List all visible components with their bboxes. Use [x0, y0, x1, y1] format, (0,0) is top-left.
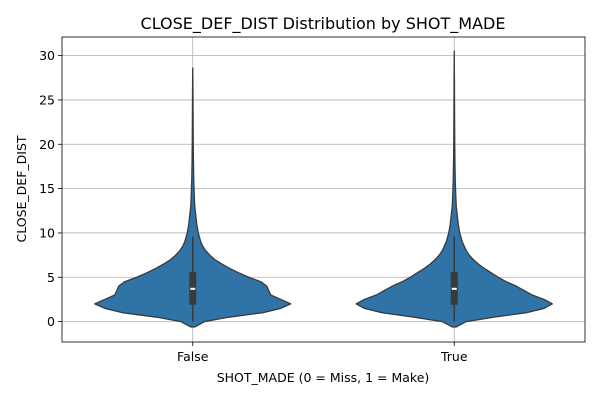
x-tick-label: False [177, 349, 209, 364]
y-tick-label: 20 [39, 137, 55, 152]
y-tick-label: 10 [39, 225, 55, 240]
violin-true [355, 50, 553, 328]
plot-frame [61, 36, 586, 343]
chart-title: CLOSE_DEF_DIST Distribution by SHOT_MADE [141, 14, 506, 34]
y-axis-label: CLOSE_DEF_DIST [14, 135, 29, 242]
y-tick-label: 25 [39, 92, 55, 107]
violins [94, 50, 553, 328]
violin-body [355, 50, 553, 328]
y-tick-label: 15 [39, 181, 55, 196]
violin-body [94, 67, 292, 328]
x-axis-label: SHOT_MADE (0 = Miss, 1 = Make) [217, 370, 430, 385]
violin-false [94, 67, 292, 328]
axes: 0 5 10 15 20 25 30 False True [39, 48, 468, 364]
y-tick-label: 5 [47, 270, 55, 285]
y-tick-label: 30 [39, 48, 55, 63]
y-tick-label: 0 [47, 314, 55, 329]
x-tick-label: True [440, 349, 468, 364]
